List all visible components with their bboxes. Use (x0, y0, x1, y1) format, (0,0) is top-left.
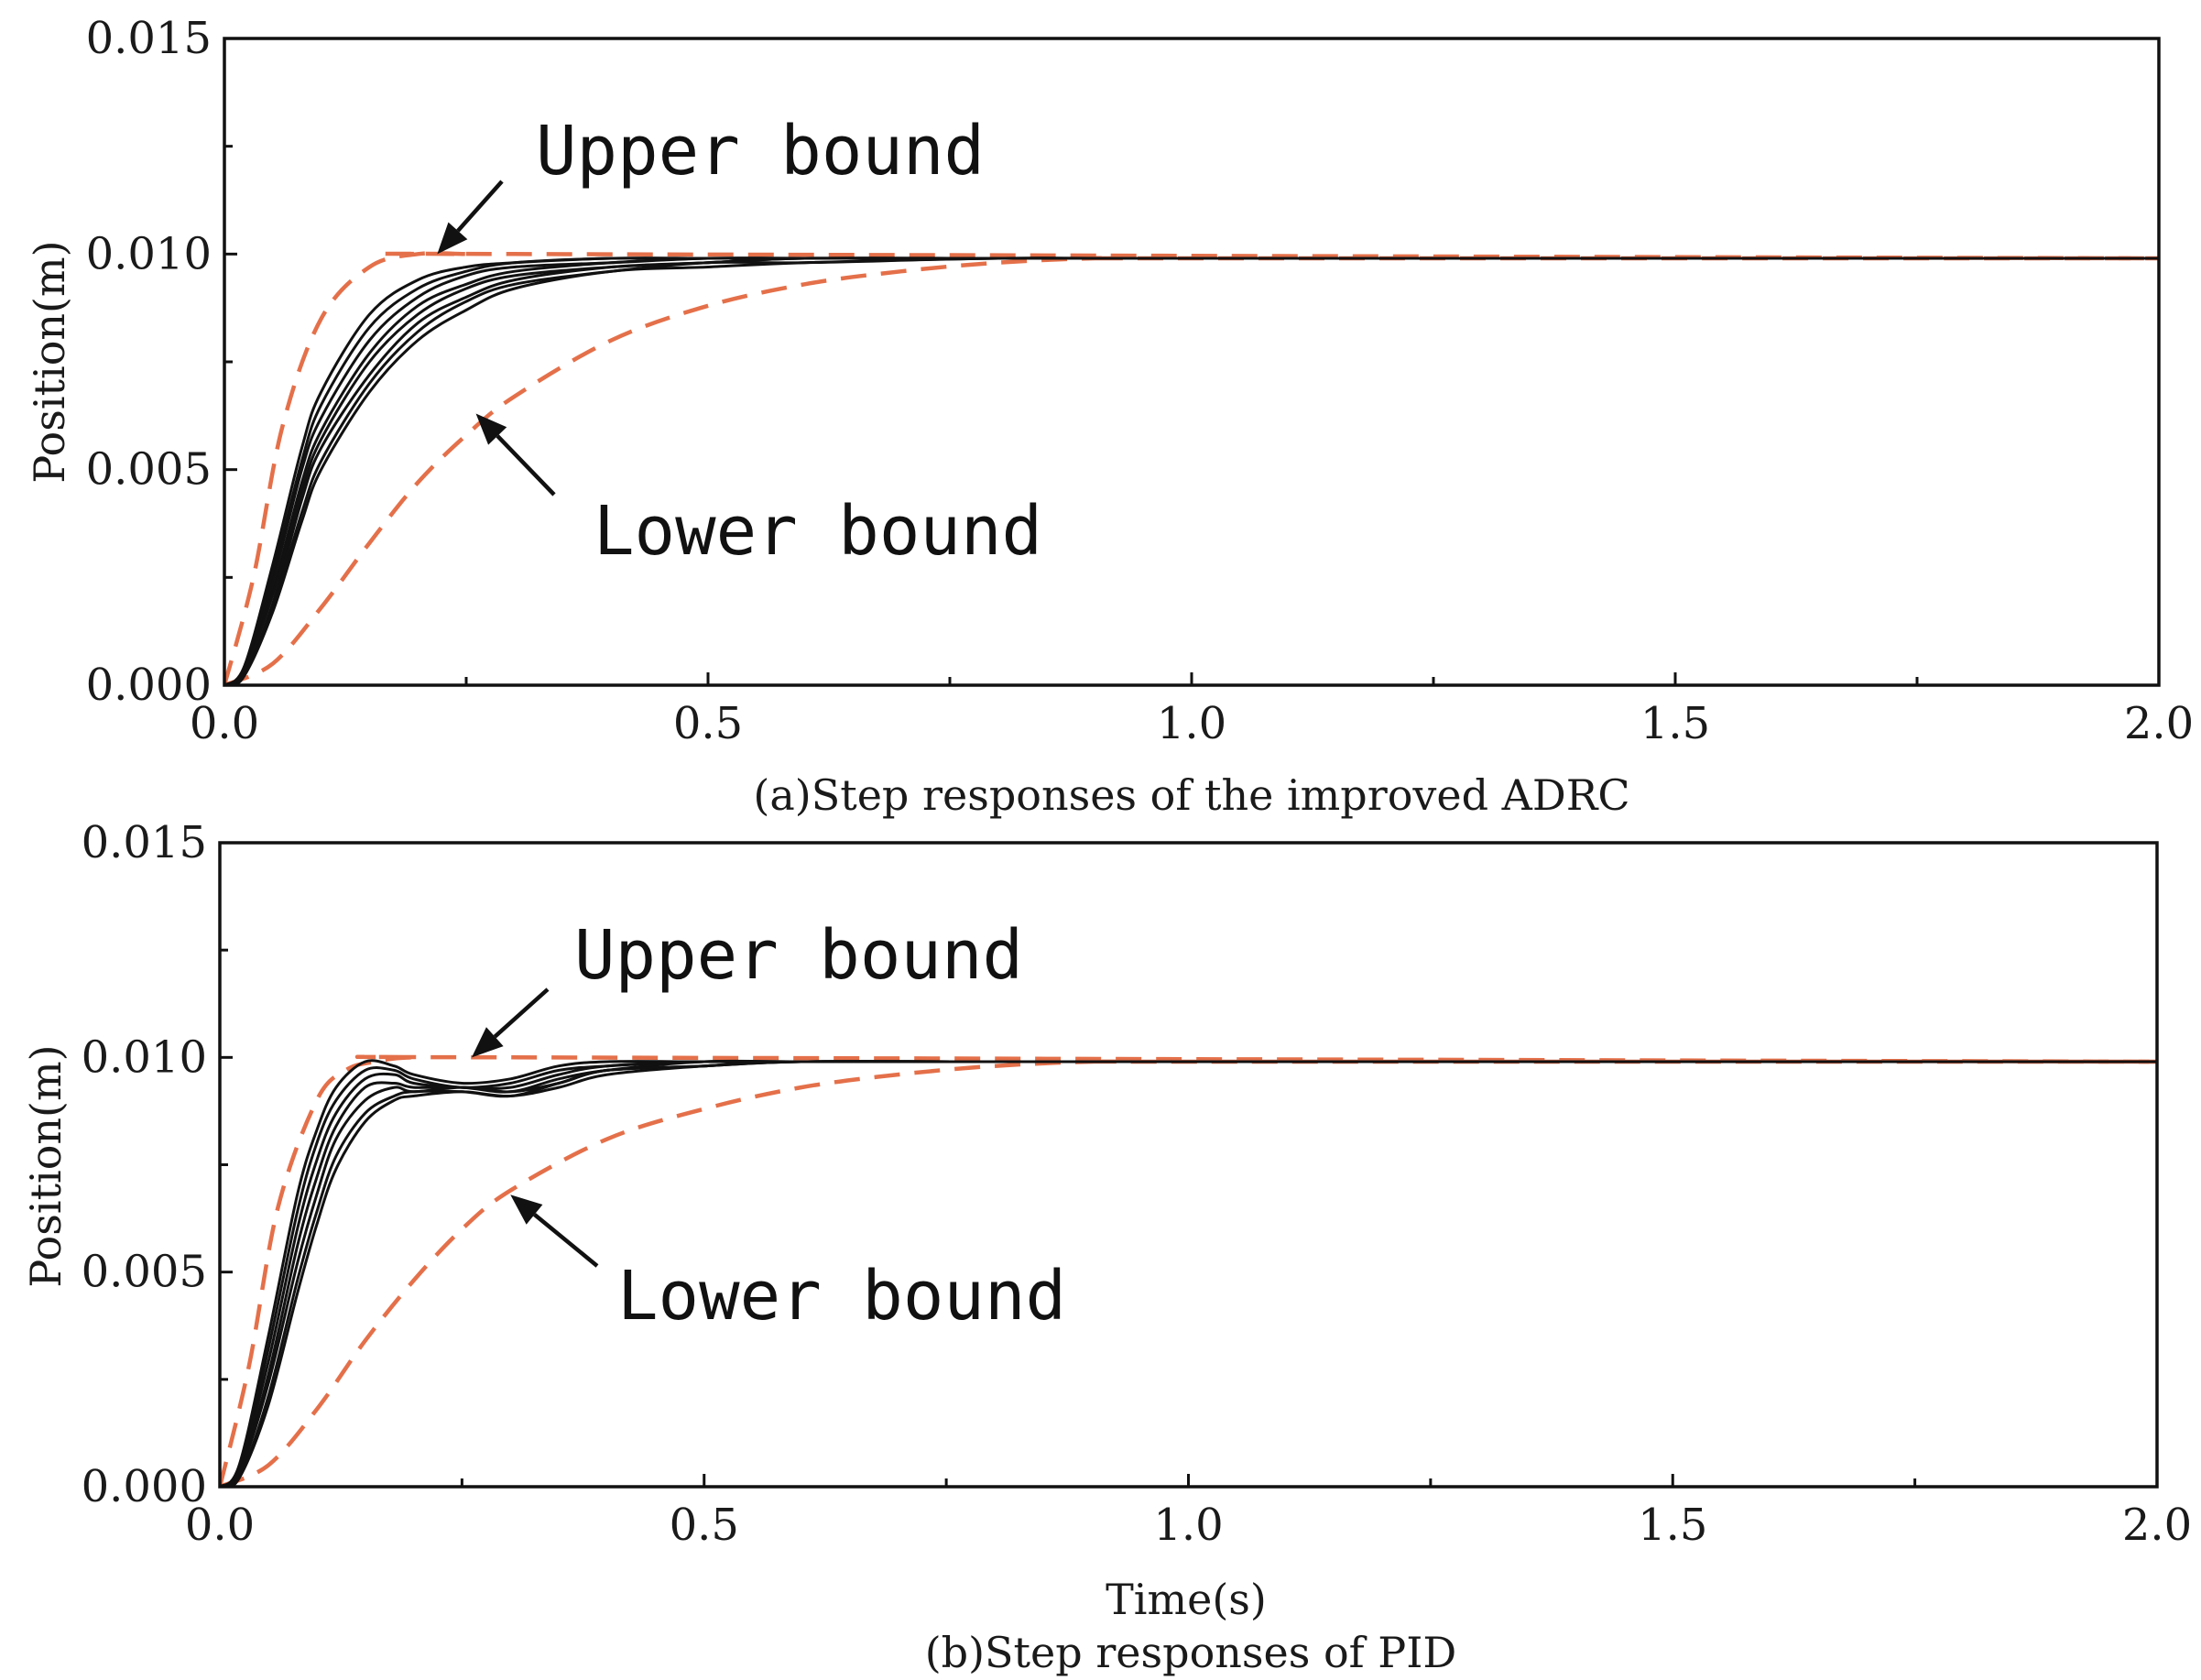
y-tick-label: 0.005 (82, 1247, 207, 1298)
chart-panel-b: 0.0 0.5 1.0 1.5 2.0 0.000 0.005 0.010 0.015 Posi… (21, 817, 2192, 1677)
upper-bound-line (224, 251, 2159, 685)
annotation-arrow-head (437, 222, 468, 255)
x-tick-label: 2.0 (2122, 1500, 2192, 1551)
x-tick-label: 0.0 (185, 1500, 255, 1551)
upper-bound-line (220, 1054, 2157, 1487)
response-curve-4 (220, 1059, 2157, 1487)
annotation-upper-bound: Upper bound (536, 112, 985, 191)
y-tick-label: 0.000 (82, 1461, 207, 1512)
plot-frame-a (223, 37, 2161, 687)
annotation-arrow-line (456, 180, 504, 233)
y-axis-title-a: Position(m) (25, 240, 74, 483)
annotation-arrow-line (496, 434, 556, 496)
y-tick-label: 0.005 (86, 444, 212, 496)
response-curve-3 (224, 256, 2159, 685)
chart-panel-a: 0.0 0.5 1.0 1.5 2.0 0.000 0.005 0.010 0.015 Posi… (25, 13, 2194, 820)
response-curve-6 (220, 1060, 2157, 1487)
annotation-arrow-head (475, 413, 507, 445)
y-tick-label: 0.000 (86, 660, 212, 711)
x-tick-label: 1.0 (1153, 1500, 1223, 1551)
annotation-upper-bound: Upper bound (574, 916, 1023, 995)
x-tick-label: 0.5 (673, 698, 743, 749)
annotation-arrow-head (471, 1027, 504, 1058)
x-tick-label: 0.5 (670, 1500, 739, 1551)
x-tick-label: 1.5 (1638, 1500, 1707, 1551)
annotation-lower-bound: Lower bound (594, 492, 1042, 571)
x-tick-label: 0.0 (190, 698, 259, 749)
lower-bound-line (224, 256, 2159, 685)
response-curve-3 (220, 1060, 2157, 1487)
annotation-arrow-line (533, 1213, 599, 1268)
y-tick-label: 0.010 (86, 228, 212, 279)
caption-b: (b)Step responses of PID (925, 1628, 1457, 1677)
response-curve-1 (220, 1059, 2157, 1487)
y-tick-label: 0.015 (82, 817, 207, 868)
response-curve-6 (224, 256, 2159, 685)
annotation-arrow-line (493, 987, 550, 1039)
response-curve-2 (220, 1060, 2157, 1487)
plot-frame-b (218, 841, 2159, 1489)
y-axis-title-b: Position(m) (21, 1044, 71, 1287)
x-tick-label: 2.0 (2124, 698, 2194, 749)
x-axis-title-b: Time(s) (1106, 1575, 1267, 1624)
x-tick-label: 1.0 (1157, 698, 1226, 749)
response-curve-2 (224, 256, 2159, 685)
response-curve-5 (224, 256, 2159, 685)
y-tick-label: 0.010 (82, 1031, 207, 1083)
y-tick-label: 0.015 (86, 13, 212, 64)
response-curve-5 (220, 1060, 2157, 1487)
response-curve-7 (224, 256, 2159, 685)
lower-bound-line (220, 1059, 2157, 1487)
annotation-lower-bound: Lower bound (617, 1257, 1066, 1336)
response-curve-8 (224, 256, 2159, 685)
annotation-arrow-head (510, 1195, 543, 1225)
response-curve-7 (220, 1060, 2157, 1487)
x-tick-label: 1.5 (1640, 698, 1710, 749)
response-curve-1 (224, 256, 2159, 685)
caption-a: (a)Step responses of the improved ADRC (753, 770, 1629, 820)
response-curve-4 (224, 256, 2159, 685)
